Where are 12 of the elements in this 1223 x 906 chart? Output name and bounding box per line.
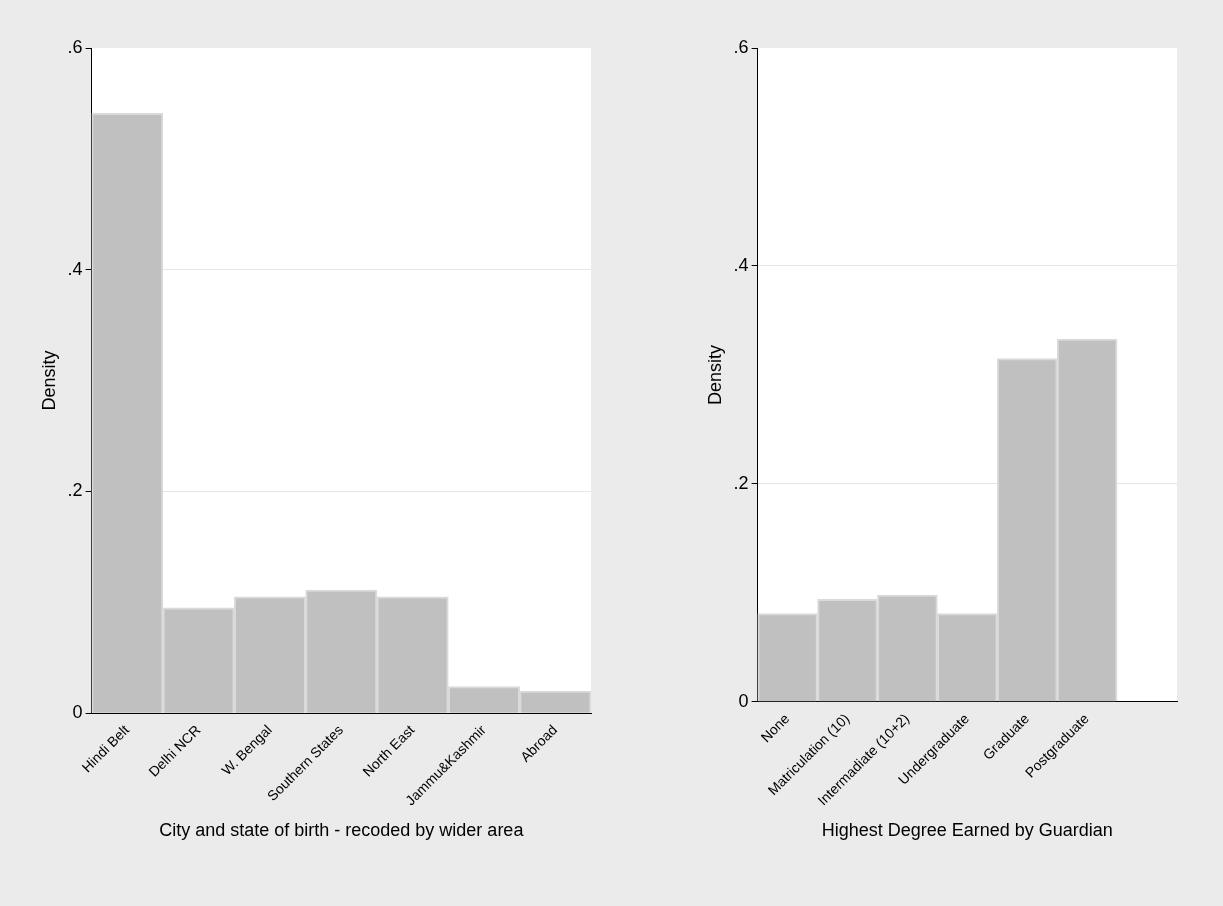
y-tick-label: .4 bbox=[67, 258, 83, 279]
y-axis-title: Density bbox=[38, 350, 59, 411]
y-tick-label: .2 bbox=[67, 480, 83, 501]
y-tick-label: 0 bbox=[738, 690, 749, 711]
y-tick-label: .6 bbox=[733, 36, 749, 57]
x-axis-title: City and state of birth - recoded by wider area bbox=[159, 820, 525, 841]
y-axis-title: Density bbox=[704, 344, 725, 405]
x-axis-title: Highest Degree Earned by Guardian bbox=[821, 820, 1113, 841]
y-tick-label: .2 bbox=[733, 472, 749, 493]
y-tick-label: .6 bbox=[67, 36, 83, 57]
y-tick-label: 0 bbox=[72, 702, 83, 723]
y-tick-label: .4 bbox=[733, 254, 749, 275]
